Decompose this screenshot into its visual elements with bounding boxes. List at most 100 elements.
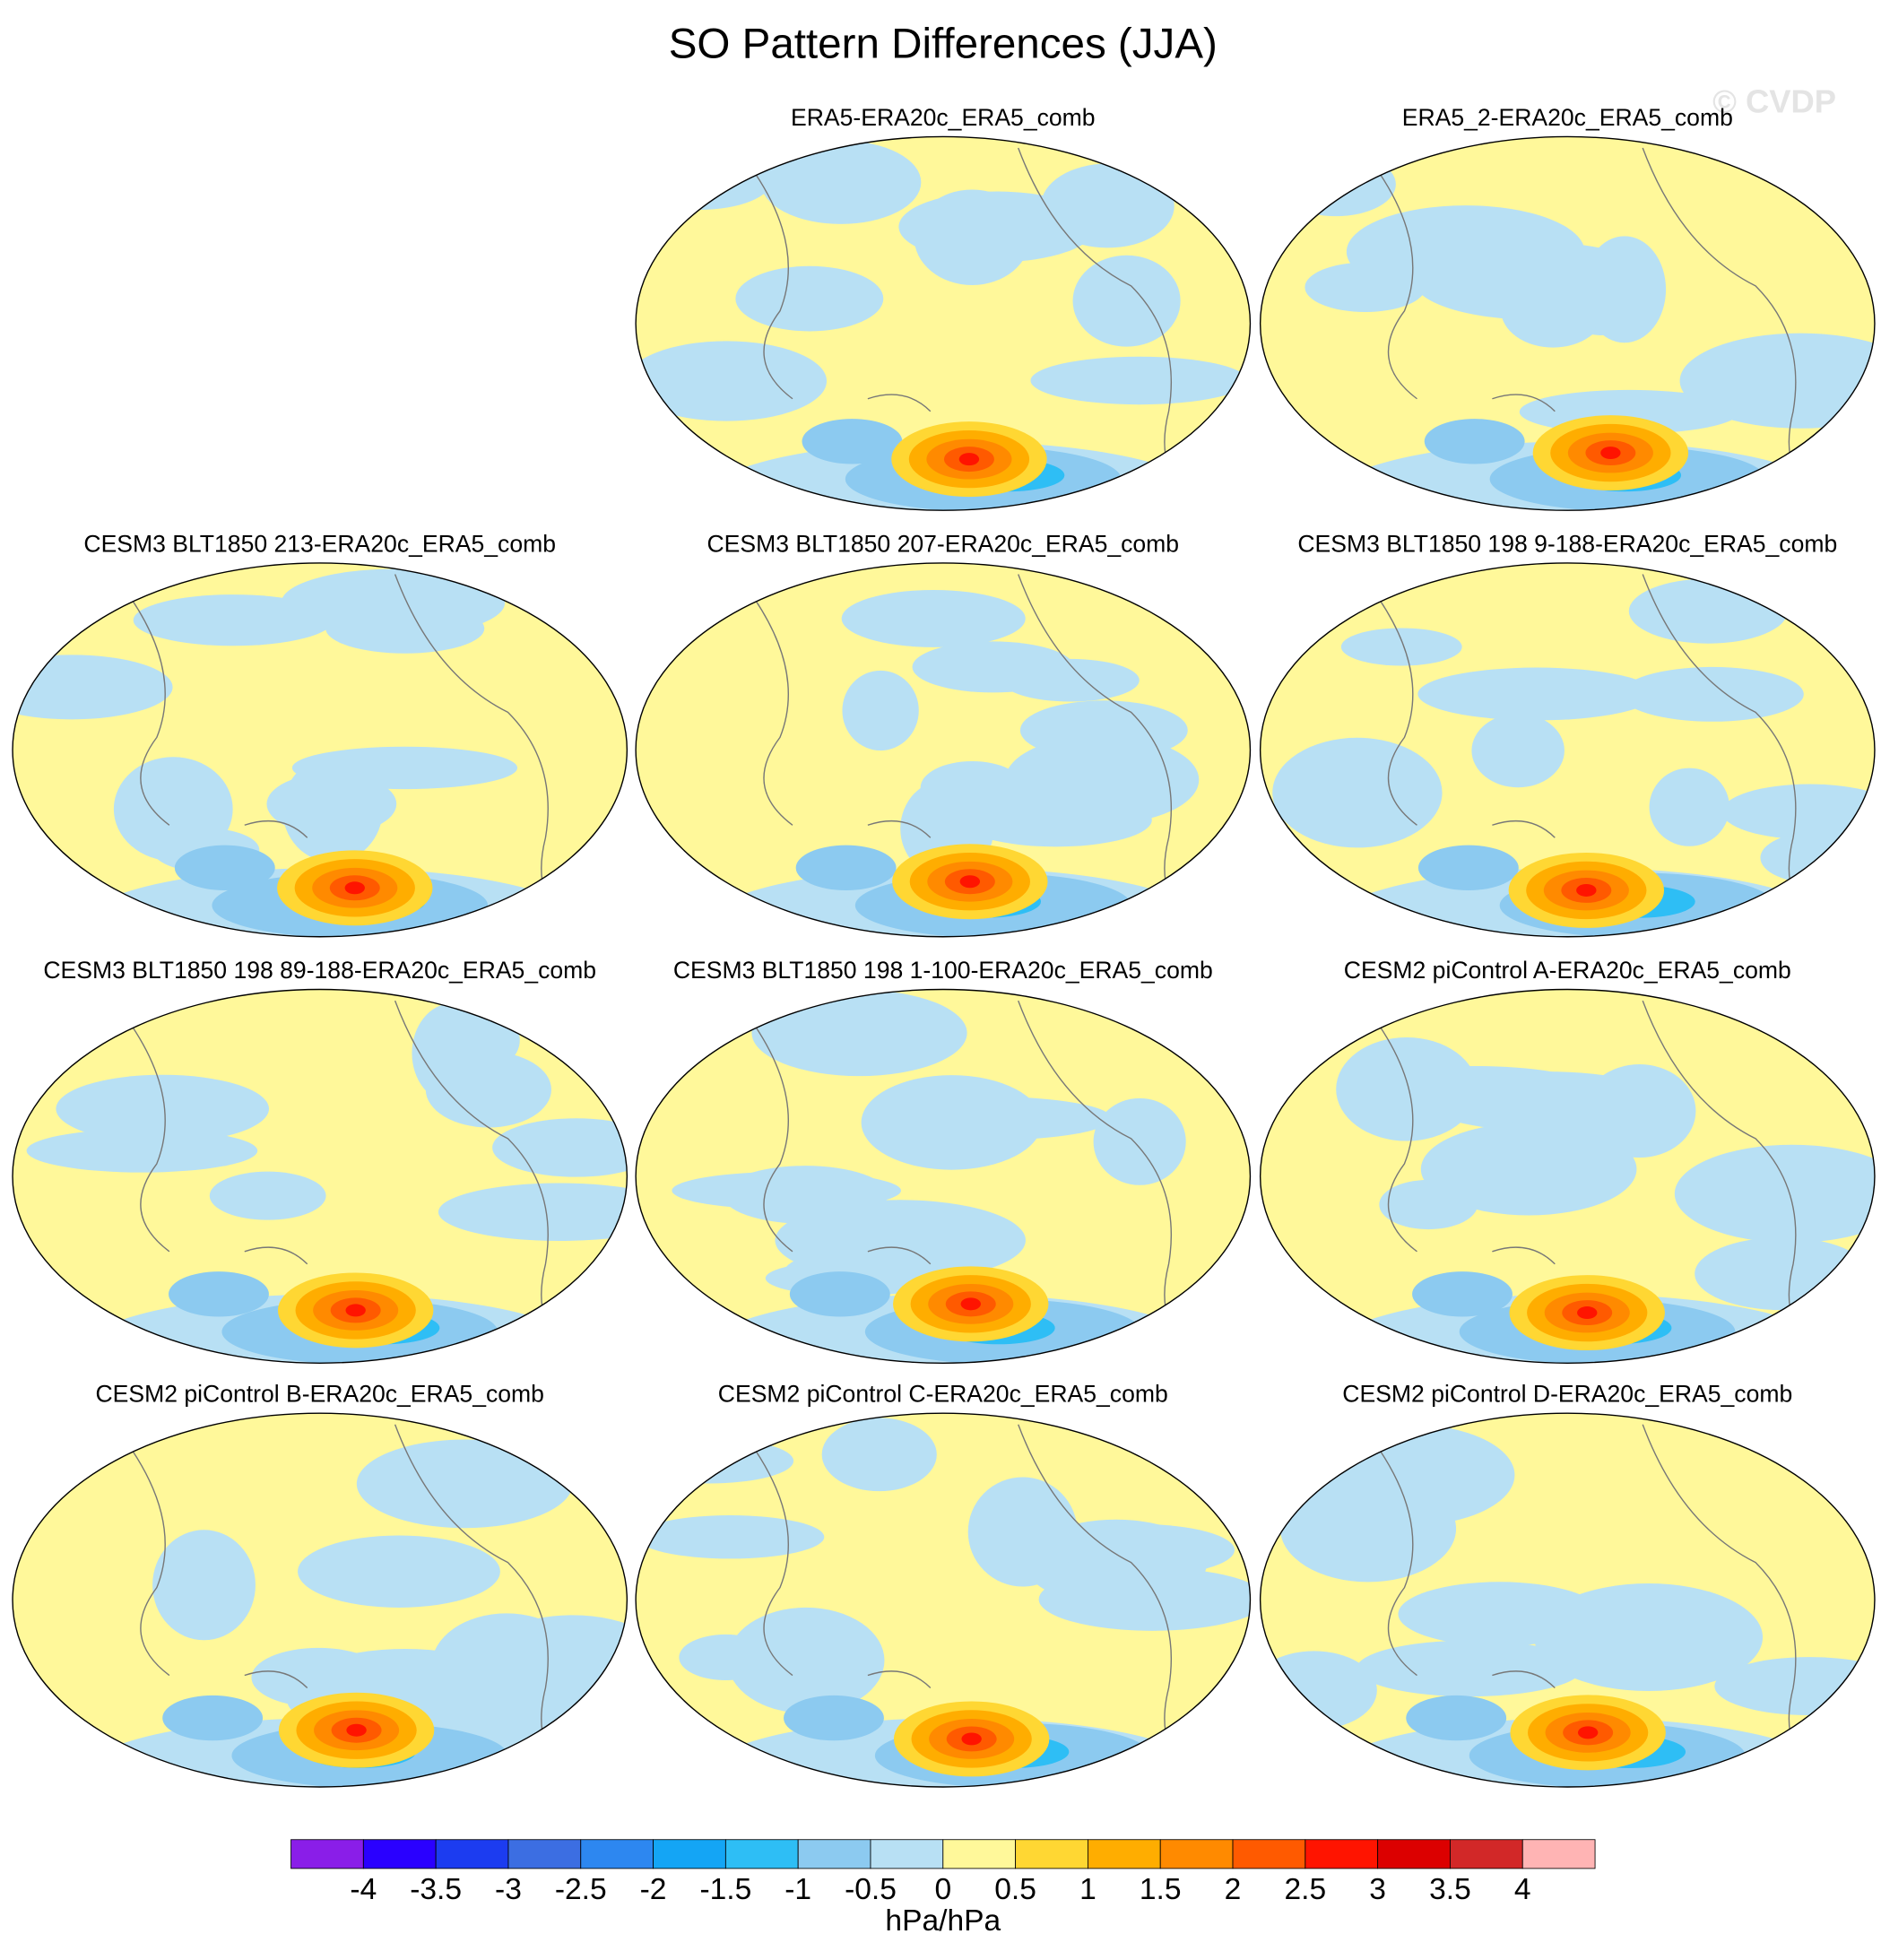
panel-title: CESM2 piControl C-ERA20c_ERA5_comb <box>718 1381 1168 1408</box>
anomaly-region <box>958 453 980 466</box>
anomaly-region <box>1379 1179 1478 1230</box>
anomaly-region <box>679 1634 773 1680</box>
panel-title: CESM2 piControl A-ERA20c_ERA5_comb <box>1344 957 1791 984</box>
anomaly-region <box>1093 1097 1186 1185</box>
anomaly-region <box>432 1008 520 1073</box>
coastline <box>754 1424 1183 1764</box>
colorbar-tick-label: 1.5 <box>1140 1873 1182 1906</box>
map-panel <box>636 989 1251 1364</box>
colorbar-box <box>580 1839 654 1869</box>
anomaly-region <box>1600 447 1621 460</box>
panel-title: CESM3 BLT1850 213-ERA20c_ERA5_comb <box>83 530 556 557</box>
panel-title: CESM3 BLT1850 198 89-188-ERA20c_ERA5_com… <box>43 957 596 984</box>
anomaly-region <box>1275 152 1396 217</box>
anomaly-region <box>861 1075 1043 1170</box>
map-outline <box>1259 562 1876 938</box>
anomaly-region <box>961 1732 982 1746</box>
anomaly-region <box>842 670 919 751</box>
anomaly-region <box>1005 735 1200 825</box>
anomaly-region <box>1406 1695 1507 1741</box>
anomaly-region <box>1272 737 1443 848</box>
anomaly-region <box>1413 241 1657 320</box>
map-panel <box>13 989 628 1364</box>
anomaly-region <box>325 603 485 654</box>
map-panel <box>1260 136 1875 511</box>
anomaly-region <box>967 1477 1078 1587</box>
colorbar-tick-label: 2.5 <box>1285 1873 1327 1906</box>
anomaly-region <box>1279 1475 1457 1583</box>
anomaly-region <box>1417 845 1519 891</box>
anomaly-region <box>492 1118 628 1177</box>
panel-title: ERA5_2-ERA20c_ERA5_comb <box>1402 104 1733 131</box>
colorbar-box <box>724 1839 799 1869</box>
anomaly-region <box>1260 1651 1377 1730</box>
coastline <box>1378 147 1807 488</box>
anomaly-region <box>727 1607 885 1713</box>
colorbar-tick-label: 3 <box>1369 1873 1386 1906</box>
anomaly-region <box>1030 356 1248 405</box>
anomaly-region <box>1398 1582 1601 1646</box>
colorbar-box <box>1159 1839 1234 1869</box>
colorbar-tick-label: 3.5 <box>1429 1873 1471 1906</box>
colorbar-box <box>1450 1839 1523 1869</box>
colorbar-tick-label: -3 <box>495 1873 522 1906</box>
colorbar-box <box>362 1839 437 1869</box>
anomaly-region <box>1695 1237 1870 1311</box>
colorbar-tick-label: -3.5 <box>410 1873 462 1906</box>
map-outline <box>1259 988 1876 1364</box>
figure-title: SO Pattern Differences (JJA) <box>669 20 1218 67</box>
coastline <box>1378 1000 1807 1340</box>
colorbar-box <box>435 1839 509 1869</box>
anomaly-region <box>346 1723 367 1737</box>
anomaly-region <box>636 151 773 211</box>
anomaly-region <box>1420 1123 1637 1216</box>
anomaly-region <box>959 875 981 889</box>
anomaly-region <box>1576 883 1597 897</box>
anomaly-region <box>209 1171 326 1220</box>
anomaly-region <box>1577 1306 1598 1320</box>
colorbar-tick-label: -1.5 <box>699 1873 751 1906</box>
anomaly-region <box>960 1297 981 1311</box>
colorbar-box <box>1521 1839 1596 1869</box>
anomaly-region <box>636 341 828 421</box>
colorbar-box <box>507 1839 582 1869</box>
colorbar-box <box>1305 1839 1379 1869</box>
map-outline <box>1259 135 1876 511</box>
colorbar-box <box>870 1839 944 1869</box>
anomaly-region <box>162 1695 264 1741</box>
colorbar-tick-label: 2 <box>1225 1873 1242 1906</box>
anomaly-region <box>169 1271 269 1317</box>
anomaly-region <box>1471 713 1565 788</box>
panel-title: ERA5-ERA20c_ERA5_comb <box>791 104 1096 131</box>
panel-title: CESM3 BLT1850 207-ERA20c_ERA5_comb <box>706 530 1179 557</box>
map-outline <box>1259 1412 1876 1788</box>
colorbar-tick-label: -0.5 <box>845 1873 897 1906</box>
anomaly-region <box>802 419 903 464</box>
anomaly-region <box>1417 667 1656 721</box>
coastline <box>1378 574 1807 914</box>
anomaly-region <box>784 1695 884 1741</box>
anomaly-region <box>345 1304 366 1317</box>
map-panel <box>1260 562 1875 937</box>
anomaly-region <box>356 1439 573 1529</box>
map-outline <box>635 562 1252 938</box>
map-panel <box>636 1413 1251 1787</box>
anomaly-region <box>291 746 518 790</box>
anomaly-region <box>821 1418 937 1492</box>
colorbar-box <box>1232 1839 1306 1869</box>
coastline <box>1378 1424 1807 1764</box>
colorbar-tick-label: -2 <box>640 1873 667 1906</box>
colorbar-tick-label: -4 <box>350 1873 377 1906</box>
colorbar-box <box>290 1839 364 1869</box>
map-outline <box>12 562 628 938</box>
map-panel <box>13 562 628 937</box>
anomaly-region <box>1760 831 1872 884</box>
coastline <box>131 1000 559 1340</box>
anomaly-region <box>636 1438 794 1484</box>
map-outline <box>12 988 628 1364</box>
anomaly-region <box>174 845 275 891</box>
colorbar-box <box>653 1839 726 1869</box>
anomaly-region <box>1621 666 1804 722</box>
